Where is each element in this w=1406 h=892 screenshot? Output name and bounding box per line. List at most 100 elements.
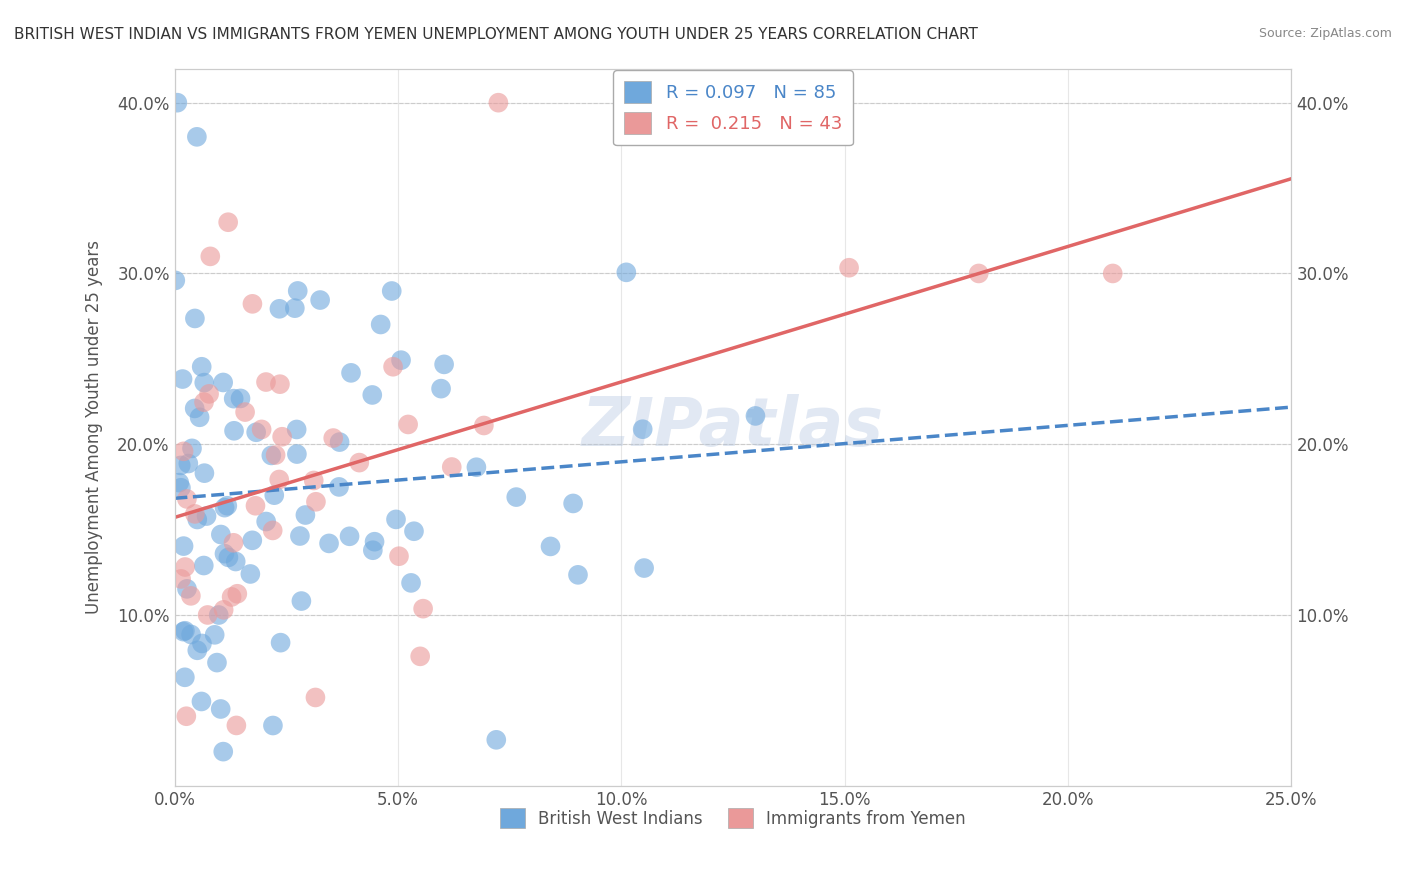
Point [402, 524, 425, 539]
Point [184, 507, 207, 521]
Point [233, 405, 256, 419]
Point [176, 582, 198, 596]
Point [349, 456, 371, 470]
Point [567, 567, 589, 582]
Point [214, 500, 236, 515]
Point [396, 417, 419, 432]
Point [744, 409, 766, 423]
Point [193, 376, 215, 390]
Point [305, 495, 328, 509]
Point [329, 435, 352, 450]
Point [409, 649, 432, 664]
Point [388, 549, 411, 564]
Point [631, 422, 654, 436]
Point [195, 509, 218, 524]
Point [166, 95, 188, 110]
Point [190, 694, 212, 708]
Point [198, 387, 221, 401]
Point [170, 458, 193, 473]
Point [214, 547, 236, 561]
Point [200, 249, 222, 263]
Y-axis label: Unemployment Among Youth under 25 years: Unemployment Among Youth under 25 years [86, 240, 103, 615]
Point [290, 594, 312, 608]
Point [304, 690, 326, 705]
Point [381, 284, 404, 298]
Point [285, 422, 308, 436]
Point [614, 265, 637, 279]
Point [172, 372, 194, 386]
Point [173, 539, 195, 553]
Point [190, 359, 212, 374]
Point [181, 442, 204, 456]
Point [260, 449, 283, 463]
Point [212, 603, 235, 617]
Point [340, 366, 363, 380]
Point [302, 474, 325, 488]
Point [180, 589, 202, 603]
Point [562, 496, 585, 510]
Point [309, 293, 332, 307]
Point [262, 524, 284, 538]
Point [633, 561, 655, 575]
Point [209, 527, 232, 541]
Point [505, 490, 527, 504]
Point [389, 353, 412, 368]
Point [184, 311, 207, 326]
Point [370, 318, 392, 332]
Point [287, 284, 309, 298]
Point [264, 448, 287, 462]
Point [540, 540, 562, 554]
Point [269, 473, 291, 487]
Point [193, 466, 215, 480]
Point [173, 670, 195, 684]
Point [176, 491, 198, 506]
Point [440, 460, 463, 475]
Point [172, 624, 194, 639]
Point [285, 447, 308, 461]
Point [225, 718, 247, 732]
Point [217, 215, 239, 229]
Point [465, 460, 488, 475]
Point [193, 395, 215, 409]
Point [222, 392, 245, 406]
Point [412, 601, 434, 615]
Point [186, 643, 208, 657]
Point [221, 590, 243, 604]
Point [245, 499, 267, 513]
Point [226, 587, 249, 601]
Point [240, 533, 263, 548]
Point [170, 481, 193, 495]
Point [262, 718, 284, 732]
Point [170, 572, 193, 586]
Point [967, 267, 990, 281]
Legend: British West Indians, Immigrants from Yemen: British West Indians, Immigrants from Ye… [494, 801, 973, 835]
Point [430, 382, 453, 396]
Point [165, 273, 187, 287]
Point [328, 480, 350, 494]
Point [212, 376, 235, 390]
Point [177, 457, 200, 471]
Point [254, 375, 277, 389]
Point [186, 129, 208, 144]
Point [363, 534, 385, 549]
Point [242, 297, 264, 311]
Point [183, 401, 205, 416]
Point [180, 627, 202, 641]
Point [269, 301, 291, 316]
Point [167, 475, 190, 490]
Point [361, 543, 384, 558]
Point [318, 536, 340, 550]
Text: ZIPatlas: ZIPatlas [582, 394, 884, 460]
Point [1101, 267, 1123, 281]
Point [176, 709, 198, 723]
Point [294, 508, 316, 522]
Point [486, 95, 509, 110]
Point [263, 488, 285, 502]
Point [245, 425, 267, 440]
Point [229, 392, 252, 406]
Point [217, 499, 239, 513]
Point [222, 424, 245, 438]
Point [472, 418, 495, 433]
Text: BRITISH WEST INDIAN VS IMMIGRANTS FROM YEMEN UNEMPLOYMENT AMONG YOUTH UNDER 25 Y: BRITISH WEST INDIAN VS IMMIGRANTS FROM Y… [14, 27, 979, 42]
Point [173, 444, 195, 458]
